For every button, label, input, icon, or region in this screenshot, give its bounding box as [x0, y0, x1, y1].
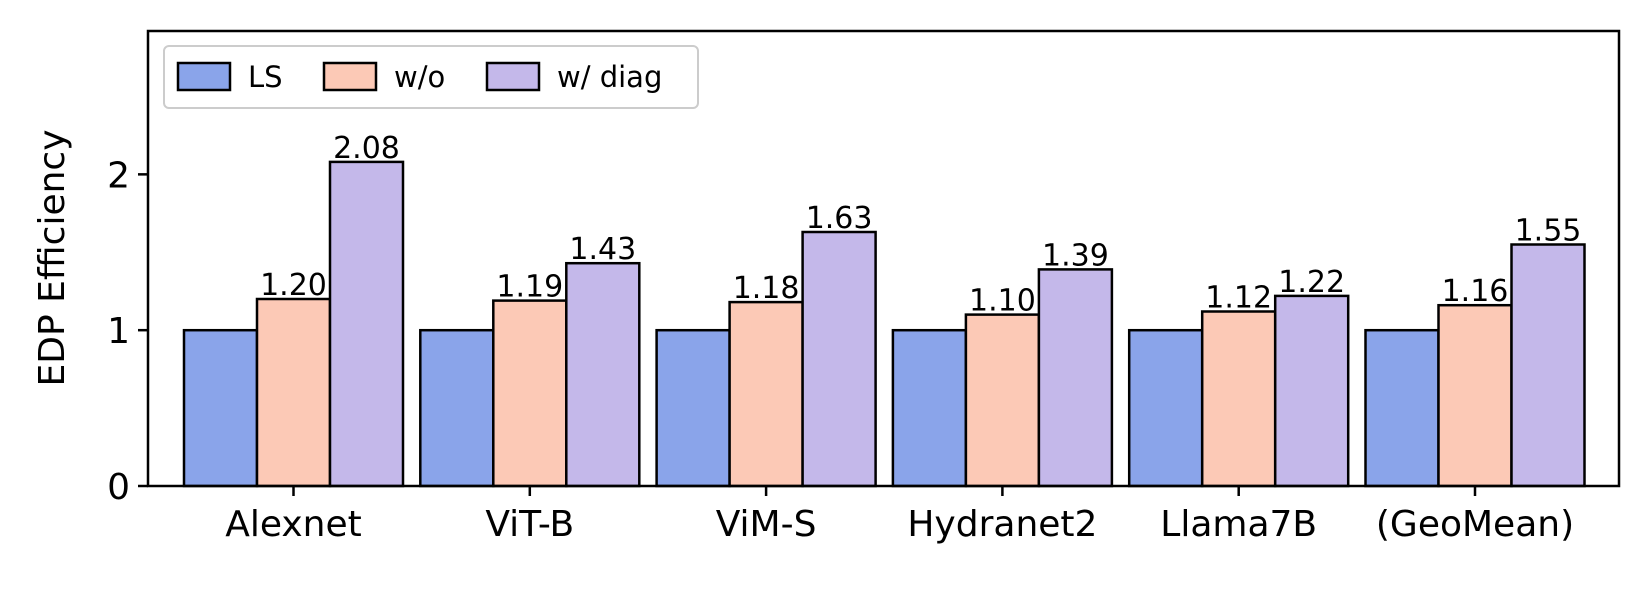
- bar-w-o-llama7b: [1200, 310, 1277, 488]
- y-tick-label: 0: [107, 467, 130, 508]
- x-tick-label: Hydranet2: [907, 504, 1097, 545]
- legend-frame: [163, 45, 699, 109]
- y-axis-title: EDP Efficiency: [32, 129, 73, 386]
- data-label: 2.08: [333, 131, 400, 166]
- x-tick-label: (GeoMean): [1376, 504, 1574, 545]
- x-tick-label: Llama7B: [1160, 504, 1317, 545]
- legend-swatch: [485, 61, 541, 92]
- legend: LS w/o w/ diag: [163, 45, 699, 109]
- data-label: 1.18: [733, 271, 800, 306]
- data-label: 1.63: [806, 201, 873, 236]
- legend-label: LS: [248, 60, 283, 94]
- bars-group: [182, 160, 1586, 488]
- bar-w-o-hydranet2: [964, 313, 1041, 488]
- y-axis-ticks: 0 1 2: [107, 155, 148, 508]
- y-tick-label: 1: [107, 311, 130, 352]
- bar-w-diag-alexnet: [328, 160, 405, 488]
- data-label: 1.16: [1442, 274, 1509, 309]
- x-tick-label: Alexnet: [225, 504, 362, 545]
- bar-w-o-vit-b: [492, 299, 568, 488]
- data-label: 1.20: [260, 268, 327, 303]
- data-label: 1.19: [496, 270, 563, 305]
- bar-ls-hydranet2: [891, 328, 968, 488]
- plot-frame: [146, 29, 1621, 488]
- data-label: 1.10: [969, 284, 1036, 319]
- legend-swatch: [322, 61, 378, 92]
- bar-w-o-alexnet: [255, 297, 332, 488]
- legend-label: w/o: [394, 60, 445, 94]
- data-label: 1.39: [1042, 238, 1109, 273]
- bar-w-diag-hydranet2: [1037, 268, 1114, 488]
- bar-w-diag-vit-b: [565, 261, 641, 488]
- y-tick-label: 2: [107, 155, 130, 196]
- bar-w-diag-vim-s: [801, 230, 877, 488]
- data-labels-group: 1.20 2.08 1.191.43 1.181.63 1.101.39 1.12 1.22…: [260, 131, 1581, 319]
- data-label: 1.43: [569, 232, 636, 267]
- x-axis-ticks: Alexnet ViT-B ViM-S Hydranet2 Llama7B (GeoMea…: [225, 486, 1574, 545]
- bar-w-diag--geomean-: [1510, 243, 1586, 488]
- data-label: 1.12: [1205, 281, 1272, 316]
- bar-ls--geomean-: [1364, 328, 1440, 488]
- bar-ls-vim-s: [655, 328, 731, 488]
- x-tick-label: ViT-B: [485, 504, 574, 545]
- bar-ls-vit-b: [419, 328, 495, 488]
- bar-w-diag-llama7b: [1273, 294, 1350, 488]
- bar-ls-llama7b: [1127, 328, 1204, 488]
- x-tick-label: ViM-S: [716, 504, 817, 545]
- data-label: 1.55: [1515, 214, 1582, 249]
- bar-w-o--geomean-: [1437, 303, 1513, 488]
- bar-w-o-vim-s: [728, 300, 804, 488]
- legend-swatch: [176, 61, 232, 92]
- bar-ls-alexnet: [182, 328, 259, 488]
- legend-label: w/ diag: [557, 60, 662, 94]
- data-label: 1.22: [1278, 265, 1345, 300]
